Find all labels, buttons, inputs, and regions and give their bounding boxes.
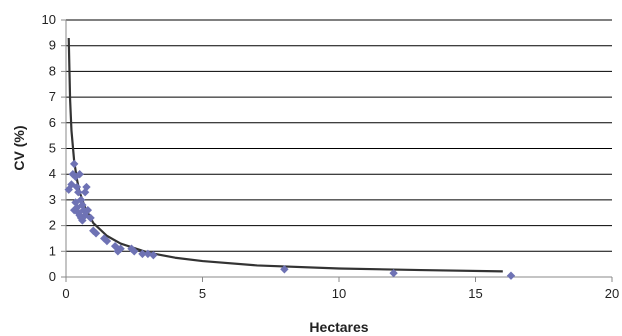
data-point: [78, 216, 87, 225]
data-point: [86, 213, 95, 223]
y-tick-label: 0: [49, 269, 56, 284]
data-point: [389, 268, 398, 278]
x-tick-label: 15: [468, 286, 482, 301]
y-tick-label: 6: [49, 115, 56, 130]
data-points: [64, 159, 516, 280]
data-point: [69, 159, 79, 169]
data-point: [83, 205, 93, 215]
y-tick-label: 1: [49, 243, 56, 258]
data-point: [102, 236, 112, 246]
y-tick-label: 10: [42, 12, 56, 27]
x-tick-label: 10: [332, 286, 346, 301]
x-tick-label: 0: [62, 286, 69, 301]
y-tick-label: 8: [49, 63, 56, 78]
y-tick-label: 9: [49, 38, 56, 53]
data-point: [280, 265, 289, 274]
y-tick-label: 7: [49, 89, 56, 104]
x-tick-label: 5: [199, 286, 206, 301]
data-point: [91, 229, 101, 238]
y-tick-label: 5: [49, 141, 56, 156]
data-point: [80, 187, 90, 197]
data-point: [116, 244, 125, 253]
y-tick-label: 2: [49, 218, 56, 233]
data-point: [74, 187, 83, 197]
x-axis-title: Hectares: [309, 319, 368, 335]
data-point: [506, 271, 516, 280]
axes: [61, 19, 613, 282]
data-point: [138, 249, 147, 259]
x-tick-label: 20: [605, 286, 619, 301]
y-axis-title: CV (%): [11, 125, 27, 170]
data-point: [149, 250, 158, 260]
data-point: [82, 182, 91, 192]
data-point: [130, 247, 139, 256]
data-point: [71, 198, 80, 207]
data-point: [75, 170, 84, 179]
x-tick-labels: 0 5 10 15 20: [62, 286, 619, 301]
data-point: [110, 241, 120, 251]
y-tick-label: 3: [49, 192, 56, 207]
y-tick-labels: 0 1 2 3 4 5 6 7 8 9 10: [42, 12, 56, 284]
y-tick-label: 4: [49, 166, 56, 181]
gridlines: [66, 19, 612, 252]
